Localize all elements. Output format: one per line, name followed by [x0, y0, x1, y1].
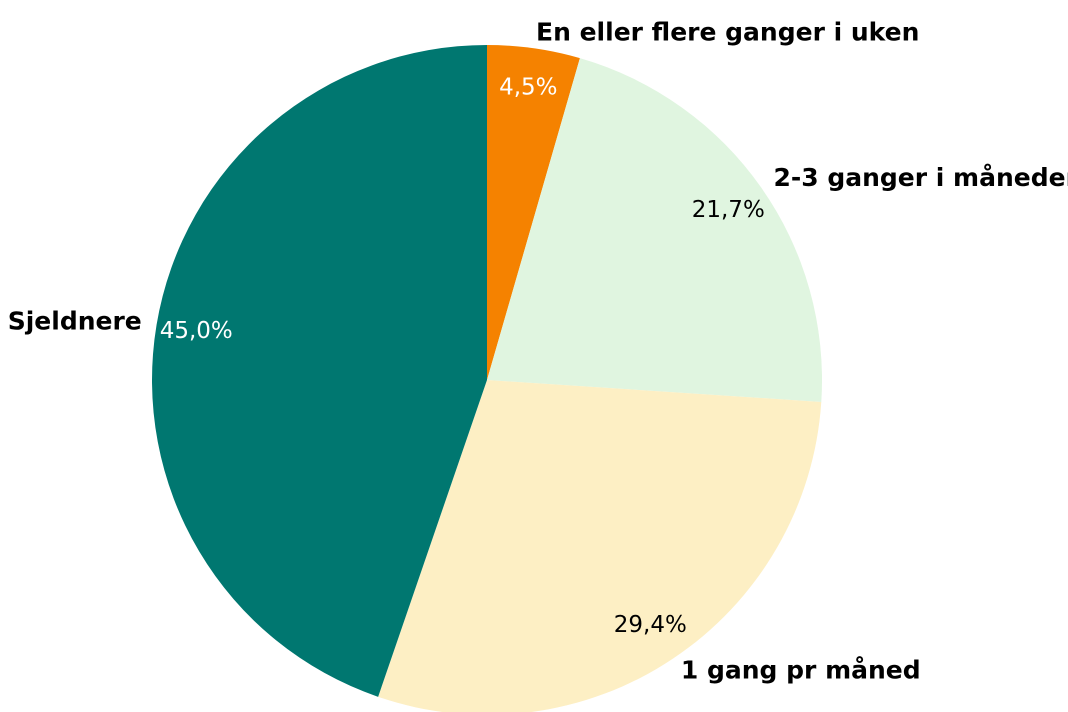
value-label: 29,4%: [614, 612, 687, 638]
category-label: 2-3 ganger i måneden: [773, 163, 1068, 192]
value-label: 45,0%: [160, 318, 233, 344]
category-label: En eller flere ganger i uken: [536, 17, 919, 46]
value-label: 21,7%: [692, 197, 765, 223]
category-label: Sjeldnere: [8, 306, 142, 335]
pie-slice: [487, 45, 580, 380]
pie-slice: [152, 45, 488, 697]
pie-slice: [487, 58, 822, 402]
value-label: 4,5%: [499, 75, 557, 101]
pie-slice: [378, 380, 822, 712]
category-label: 1 gang pr måned: [681, 655, 921, 684]
